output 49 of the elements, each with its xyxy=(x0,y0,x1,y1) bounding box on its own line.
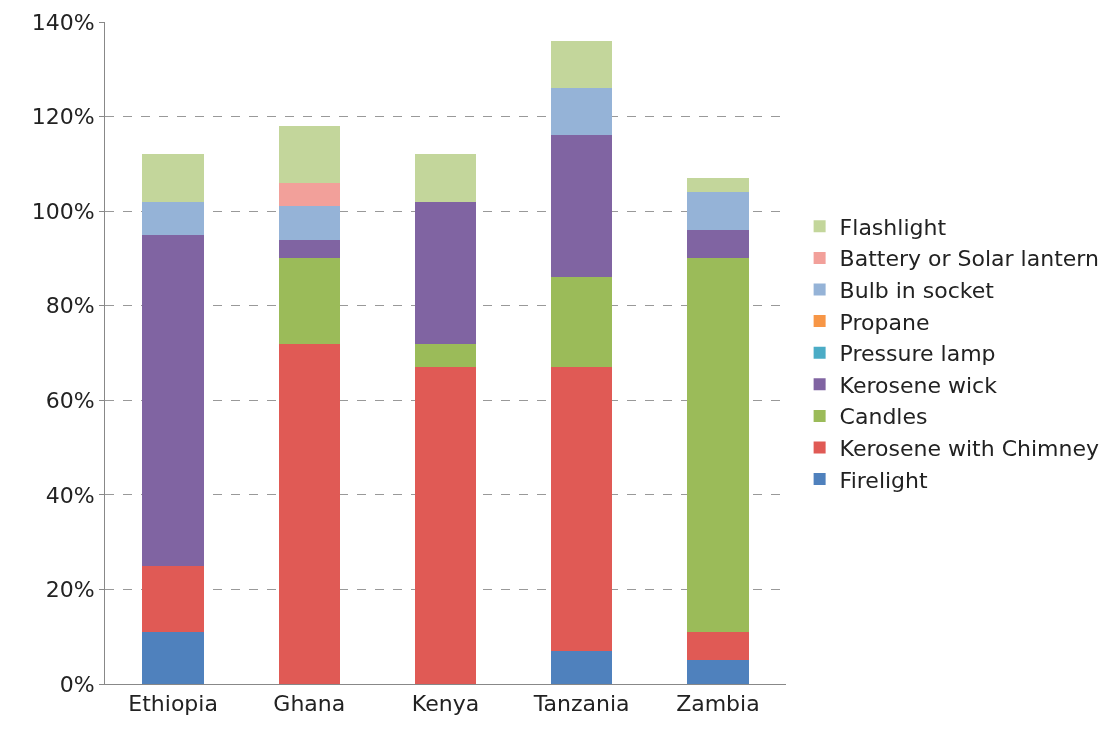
bar xyxy=(278,239,340,259)
y-tick-label: 0% xyxy=(59,671,95,697)
bar xyxy=(142,565,204,632)
bar xyxy=(278,126,340,183)
x-tick-label: Ghana xyxy=(273,691,346,717)
legend-label: Kerosene wick xyxy=(839,372,998,398)
bar xyxy=(414,201,477,344)
x-tick-label: Tanzania xyxy=(532,691,630,717)
legend-label: Firelight xyxy=(839,467,929,493)
y-tick-label: 140% xyxy=(31,9,95,35)
x-tick-label: Zambia xyxy=(676,691,760,717)
bar xyxy=(551,367,613,651)
x-tick-label: Ethiopia xyxy=(128,691,218,717)
legend-label: Pressure lamp xyxy=(839,341,996,367)
bar xyxy=(551,135,613,278)
legend-label: Kerosene with Chimney xyxy=(839,436,1099,462)
legend-label: Bulb in socket xyxy=(839,278,995,304)
y-tick-label: 60% xyxy=(45,387,95,413)
bar xyxy=(687,258,749,632)
bar xyxy=(278,258,340,344)
x-tick-label: Kenya xyxy=(411,691,480,717)
bar xyxy=(551,40,613,89)
bar xyxy=(551,650,613,684)
bar xyxy=(551,277,613,368)
bar xyxy=(414,154,477,202)
bar xyxy=(414,367,477,684)
bar xyxy=(687,230,749,259)
legend-label: Propane xyxy=(839,309,930,335)
bar xyxy=(687,631,749,661)
legend-label: Flashlight xyxy=(839,214,947,240)
bar xyxy=(278,206,340,240)
bar xyxy=(142,631,204,684)
bar xyxy=(278,182,340,207)
bar xyxy=(142,234,204,566)
bar xyxy=(687,178,749,193)
legend-label: Candles xyxy=(839,404,928,430)
y-tick-label: 100% xyxy=(31,198,95,224)
y-tick-label: 120% xyxy=(31,104,95,130)
bar xyxy=(551,88,613,136)
y-tick-label: 80% xyxy=(45,293,95,319)
bar xyxy=(687,660,749,684)
y-tick-label: 40% xyxy=(45,482,95,508)
bar xyxy=(414,343,477,368)
bar xyxy=(687,192,749,231)
bar xyxy=(278,343,340,684)
y-tick-label: 20% xyxy=(45,577,95,603)
legend-label: Battery or Solar lantern xyxy=(839,246,1099,272)
bar xyxy=(142,201,204,235)
bar xyxy=(142,154,204,202)
